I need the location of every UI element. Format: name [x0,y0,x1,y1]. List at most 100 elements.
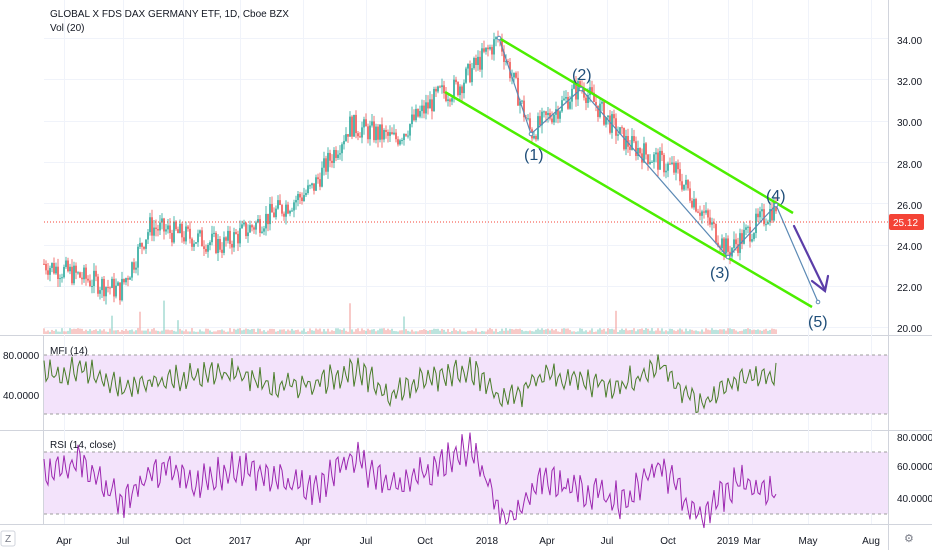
elliott-wave-path[interactable] [498,37,819,303]
candle-body [215,232,217,254]
candle-body [449,99,451,102]
down-arrow-icon[interactable] [792,224,830,293]
volume-bar [367,328,369,334]
candle-body [387,131,389,136]
wave-label-2: (2) [572,67,592,84]
volume-bar [387,328,389,334]
candle-body [579,81,581,88]
candle-body [325,158,327,172]
volume-bar [477,331,479,334]
wave-labels: (1) (2) (3) (4) (5) [524,67,828,331]
candle-body [199,230,201,234]
candle-body [159,222,161,231]
candle-body [233,232,235,248]
volume-bar [379,328,381,334]
candle-body [353,114,355,137]
candle-body [95,270,97,277]
volume-bar [201,331,203,334]
candle-body [241,224,243,229]
zoom-reset-icon[interactable]: Z [5,534,11,545]
candle-body [683,184,685,190]
volume-bar [259,328,261,334]
volume-bar [275,331,277,334]
rsi-scale[interactable]: 80.0000 60.0000 40.0000 [897,433,932,505]
candle-body [187,226,189,229]
volume-bar [569,329,571,334]
candle-body [751,239,753,242]
candle-body [229,230,231,244]
channel-upper-line[interactable] [498,36,794,215]
candle-body [541,111,543,126]
candle-body [313,183,315,191]
candle-body [209,242,211,246]
volume-bar [143,330,145,334]
candle-body [397,139,399,145]
volume-bar [261,331,263,334]
arrow-shaft [792,224,827,292]
candle-body [145,239,147,249]
volume-bar [213,331,215,334]
candle-body [65,260,67,267]
volume-bar [263,330,265,334]
volume-bar [635,331,637,334]
candle-body [549,112,551,119]
volume-bar [707,329,709,334]
candle-body [701,211,703,216]
volume-bar [137,328,139,334]
candle-body [55,266,57,274]
volume-bar [473,331,475,334]
volume-bar [613,329,615,334]
volume-bar [755,329,757,334]
volume-bar [771,328,773,334]
volume-bar [695,330,697,334]
volume-bar [513,329,515,334]
volume-bar [369,330,371,334]
candle-body [153,227,155,236]
channel-lower-line[interactable] [444,90,813,309]
mfi-scale[interactable]: 80.0000 40.0000 [3,351,40,402]
volume-bar [359,331,361,334]
candle-body [565,97,567,99]
candle-body [733,239,735,248]
time-axis[interactable]: Apr Jul Oct 2017 Apr Jul Oct 2018 Apr Jul Oct 2019 M… [56,536,880,547]
candle-body [477,56,479,65]
candle-body [669,163,671,165]
volume-bar [627,330,629,334]
candle-body [759,211,761,218]
candle-body [167,225,169,230]
volume-bar [245,328,247,334]
volume-bar [329,331,331,334]
candle-body [111,278,113,288]
candle-body [681,181,683,190]
candle-body [231,243,233,248]
candle-body [343,141,345,145]
volume-bar [253,328,255,334]
candle-body [79,272,81,278]
volume-bar [529,330,531,334]
volume-bar [743,329,745,334]
volume-bar [61,328,63,334]
rsi-tick: 40.0000 [897,494,932,505]
volume-bar [119,331,121,334]
candle-body [307,185,309,194]
candle-body [105,287,107,297]
volume-bar [673,330,675,334]
price-panel[interactable] [43,0,888,335]
volume-bar [619,330,621,334]
candle-body [171,232,173,243]
candle-body [335,149,337,158]
volume-bar [645,328,647,334]
price-scale[interactable]: 34.00 32.00 30.00 28.00 26.00 24.00 22.0… [897,36,922,335]
candle-body [567,97,569,109]
candle-body [269,204,271,225]
volume-bar [585,330,587,334]
candle-body [629,146,631,150]
volume-bar [311,330,313,334]
settings-icon[interactable]: ⚙ [904,533,914,545]
candle-body [329,152,331,161]
candle-body [647,154,649,164]
candle-body [219,239,221,250]
candle-body [317,177,319,180]
volume-bar [389,330,391,334]
